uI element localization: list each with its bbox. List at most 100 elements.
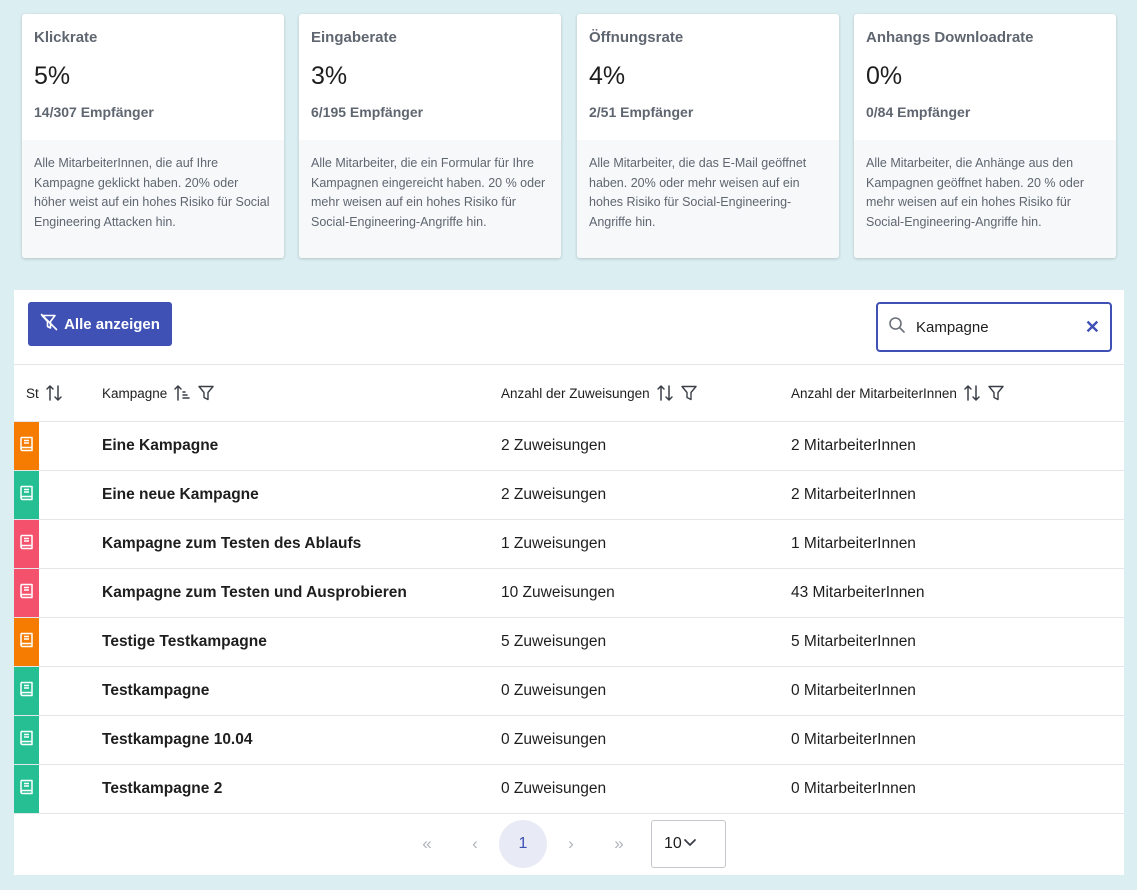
page-size-value: 10 bbox=[664, 835, 682, 852]
table-row[interactable]: Kampagne zum Testen des Ablaufs 1 Zuweisu… bbox=[14, 520, 1124, 569]
stat-card-klickrate: Klickrate 5% 14/307 Empfänger Alle Mitar… bbox=[22, 14, 284, 258]
table-row[interactable]: Testkampagne 10.04 0 Zuweisungen 0 Mitarbe… bbox=[14, 716, 1124, 765]
pagination: « ‹ 1 › » 10 bbox=[14, 820, 1124, 868]
filter-icon[interactable] bbox=[197, 384, 215, 402]
status-indicator bbox=[14, 520, 39, 568]
sort-icon[interactable] bbox=[656, 384, 674, 402]
column-label: Anzahl der Zuweisungen bbox=[501, 385, 650, 401]
assignment-count: 0 Zuweisungen bbox=[501, 780, 607, 797]
card-recipients: 6/195 Empfänger bbox=[311, 104, 424, 120]
card-title: Öffnungsrate bbox=[589, 29, 684, 46]
book-icon bbox=[18, 729, 35, 751]
employee-count: 1 MitarbeiterInnen bbox=[791, 535, 916, 552]
table-row[interactable]: Testige Testkampagne 5 Zuweisungen 5 Mitar… bbox=[14, 618, 1124, 667]
status-indicator bbox=[14, 422, 39, 470]
card-description: Alle Mitarbeiter, die ein Formular für I… bbox=[299, 140, 561, 258]
table-row[interactable]: Kampagne zum Testen und Ausprobieren 10 Z… bbox=[14, 569, 1124, 618]
column-header-campaign[interactable]: Kampagne bbox=[102, 365, 215, 421]
campaign-table-panel: Alle anzeigen ✕ St Kampagne bbox=[14, 290, 1124, 875]
card-title: Klickrate bbox=[34, 29, 98, 46]
search-box[interactable]: ✕ bbox=[876, 302, 1112, 352]
book-icon bbox=[18, 484, 35, 506]
search-input[interactable] bbox=[916, 318, 1076, 336]
show-all-button[interactable]: Alle anzeigen bbox=[28, 302, 172, 346]
show-all-label: Alle anzeigen bbox=[64, 315, 160, 333]
employee-count: 0 MitarbeiterInnen bbox=[791, 682, 916, 699]
next-page-button[interactable]: › bbox=[568, 834, 574, 853]
table-row[interactable]: Eine Kampagne 2 Zuweisungen 2 MitarbeiterI… bbox=[14, 422, 1124, 471]
sort-ascending-icon[interactable] bbox=[173, 384, 191, 402]
assignment-count: 1 Zuweisungen bbox=[501, 535, 607, 552]
status-indicator bbox=[14, 618, 39, 666]
card-recipients: 14/307 Empfänger bbox=[34, 104, 154, 120]
column-header-status[interactable]: St bbox=[26, 365, 63, 421]
column-header-employees[interactable]: Anzahl der MitarbeiterInnen bbox=[791, 365, 1005, 421]
assignment-count: 5 Zuweisungen bbox=[501, 633, 607, 650]
campaign-name[interactable]: Eine Kampagne bbox=[102, 437, 219, 454]
status-indicator bbox=[14, 667, 39, 715]
employee-count: 43 MitarbeiterInnen bbox=[791, 584, 925, 601]
assignment-count: 2 Zuweisungen bbox=[501, 437, 607, 454]
campaign-name[interactable]: Testkampagne bbox=[102, 682, 210, 699]
clear-search-icon[interactable]: ✕ bbox=[1084, 316, 1100, 337]
prev-page-button[interactable]: ‹ bbox=[472, 834, 478, 853]
assignment-count: 0 Zuweisungen bbox=[501, 682, 607, 699]
book-icon bbox=[18, 435, 35, 457]
sort-icon[interactable] bbox=[963, 384, 981, 402]
card-recipients: 0/84 Empfänger bbox=[866, 104, 971, 120]
stat-card-oeffnungsrate: Öffnungsrate 4% 2/51 Empfänger Alle Mita… bbox=[577, 14, 839, 258]
assignment-count: 10 Zuweisungen bbox=[501, 584, 615, 601]
campaign-name[interactable]: Eine neue Kampagne bbox=[102, 486, 259, 503]
card-description: Alle Mitarbeiter, die Anhänge aus den Ka… bbox=[854, 140, 1116, 258]
book-icon bbox=[18, 533, 35, 555]
card-percent: 3% bbox=[311, 62, 348, 90]
filter-icon[interactable] bbox=[680, 384, 698, 402]
status-indicator bbox=[14, 716, 39, 764]
employee-count: 2 MitarbeiterInnen bbox=[791, 437, 916, 454]
campaign-name[interactable]: Kampagne zum Testen des Ablaufs bbox=[102, 535, 362, 552]
chevron-down-icon bbox=[682, 834, 698, 855]
employee-count: 0 MitarbeiterInnen bbox=[791, 731, 916, 748]
column-label: Anzahl der MitarbeiterInnen bbox=[791, 385, 957, 401]
campaign-name[interactable]: Testkampagne 2 bbox=[102, 780, 223, 797]
card-percent: 4% bbox=[589, 62, 626, 90]
employee-count: 0 MitarbeiterInnen bbox=[791, 780, 916, 797]
status-indicator bbox=[14, 569, 39, 617]
status-indicator bbox=[14, 471, 39, 519]
campaign-name[interactable]: Kampagne zum Testen und Ausprobieren bbox=[102, 584, 407, 601]
card-description: Alle Mitarbeiter, die das E-Mail geöffne… bbox=[577, 140, 839, 258]
filter-icon[interactable] bbox=[987, 384, 1005, 402]
status-indicator bbox=[14, 765, 39, 813]
first-page-button[interactable]: « bbox=[422, 834, 432, 853]
assignment-count: 0 Zuweisungen bbox=[501, 731, 607, 748]
filter-clear-icon bbox=[40, 313, 58, 335]
book-icon bbox=[18, 582, 35, 604]
table-row[interactable]: Eine neue Kampagne 2 Zuweisungen 2 Mitarbe… bbox=[14, 471, 1124, 520]
search-icon bbox=[888, 316, 906, 339]
campaign-name[interactable]: Testkampagne 10.04 bbox=[102, 731, 253, 748]
card-description: Alle MitarbeiterInnen, die auf Ihre Kamp… bbox=[22, 140, 284, 258]
employee-count: 2 MitarbeiterInnen bbox=[791, 486, 916, 503]
table-header: St Kampagne Anzahl der Zuweisungen bbox=[14, 364, 1124, 422]
book-icon bbox=[18, 778, 35, 800]
page-size-select[interactable]: 10 bbox=[651, 820, 726, 868]
column-label: Kampagne bbox=[102, 385, 168, 401]
employee-count: 5 MitarbeiterInnen bbox=[791, 633, 916, 650]
card-title: Anhangs Downloadrate bbox=[866, 29, 1034, 46]
assignment-count: 2 Zuweisungen bbox=[501, 486, 607, 503]
card-title: Eingaberate bbox=[311, 29, 397, 46]
stat-card-eingaberate: Eingaberate 3% 6/195 Empfänger Alle Mita… bbox=[299, 14, 561, 258]
sort-icon[interactable] bbox=[45, 384, 63, 402]
card-percent: 0% bbox=[866, 62, 903, 90]
page-button-current[interactable]: 1 bbox=[499, 820, 547, 868]
campaign-name[interactable]: Testige Testkampagne bbox=[102, 633, 267, 650]
last-page-button[interactable]: » bbox=[614, 834, 624, 853]
book-icon bbox=[18, 631, 35, 653]
table-row[interactable]: Testkampagne 0 Zuweisungen 0 MitarbeiterIn… bbox=[14, 667, 1124, 716]
book-icon bbox=[18, 680, 35, 702]
card-percent: 5% bbox=[34, 62, 71, 90]
stat-card-downloadrate: Anhangs Downloadrate 0% 0/84 Empfänger A… bbox=[854, 14, 1116, 258]
table-row[interactable]: Testkampagne 2 0 Zuweisungen 0 Mitarbeiter… bbox=[14, 765, 1124, 814]
column-header-assignments[interactable]: Anzahl der Zuweisungen bbox=[501, 365, 698, 421]
card-recipients: 2/51 Empfänger bbox=[589, 104, 694, 120]
